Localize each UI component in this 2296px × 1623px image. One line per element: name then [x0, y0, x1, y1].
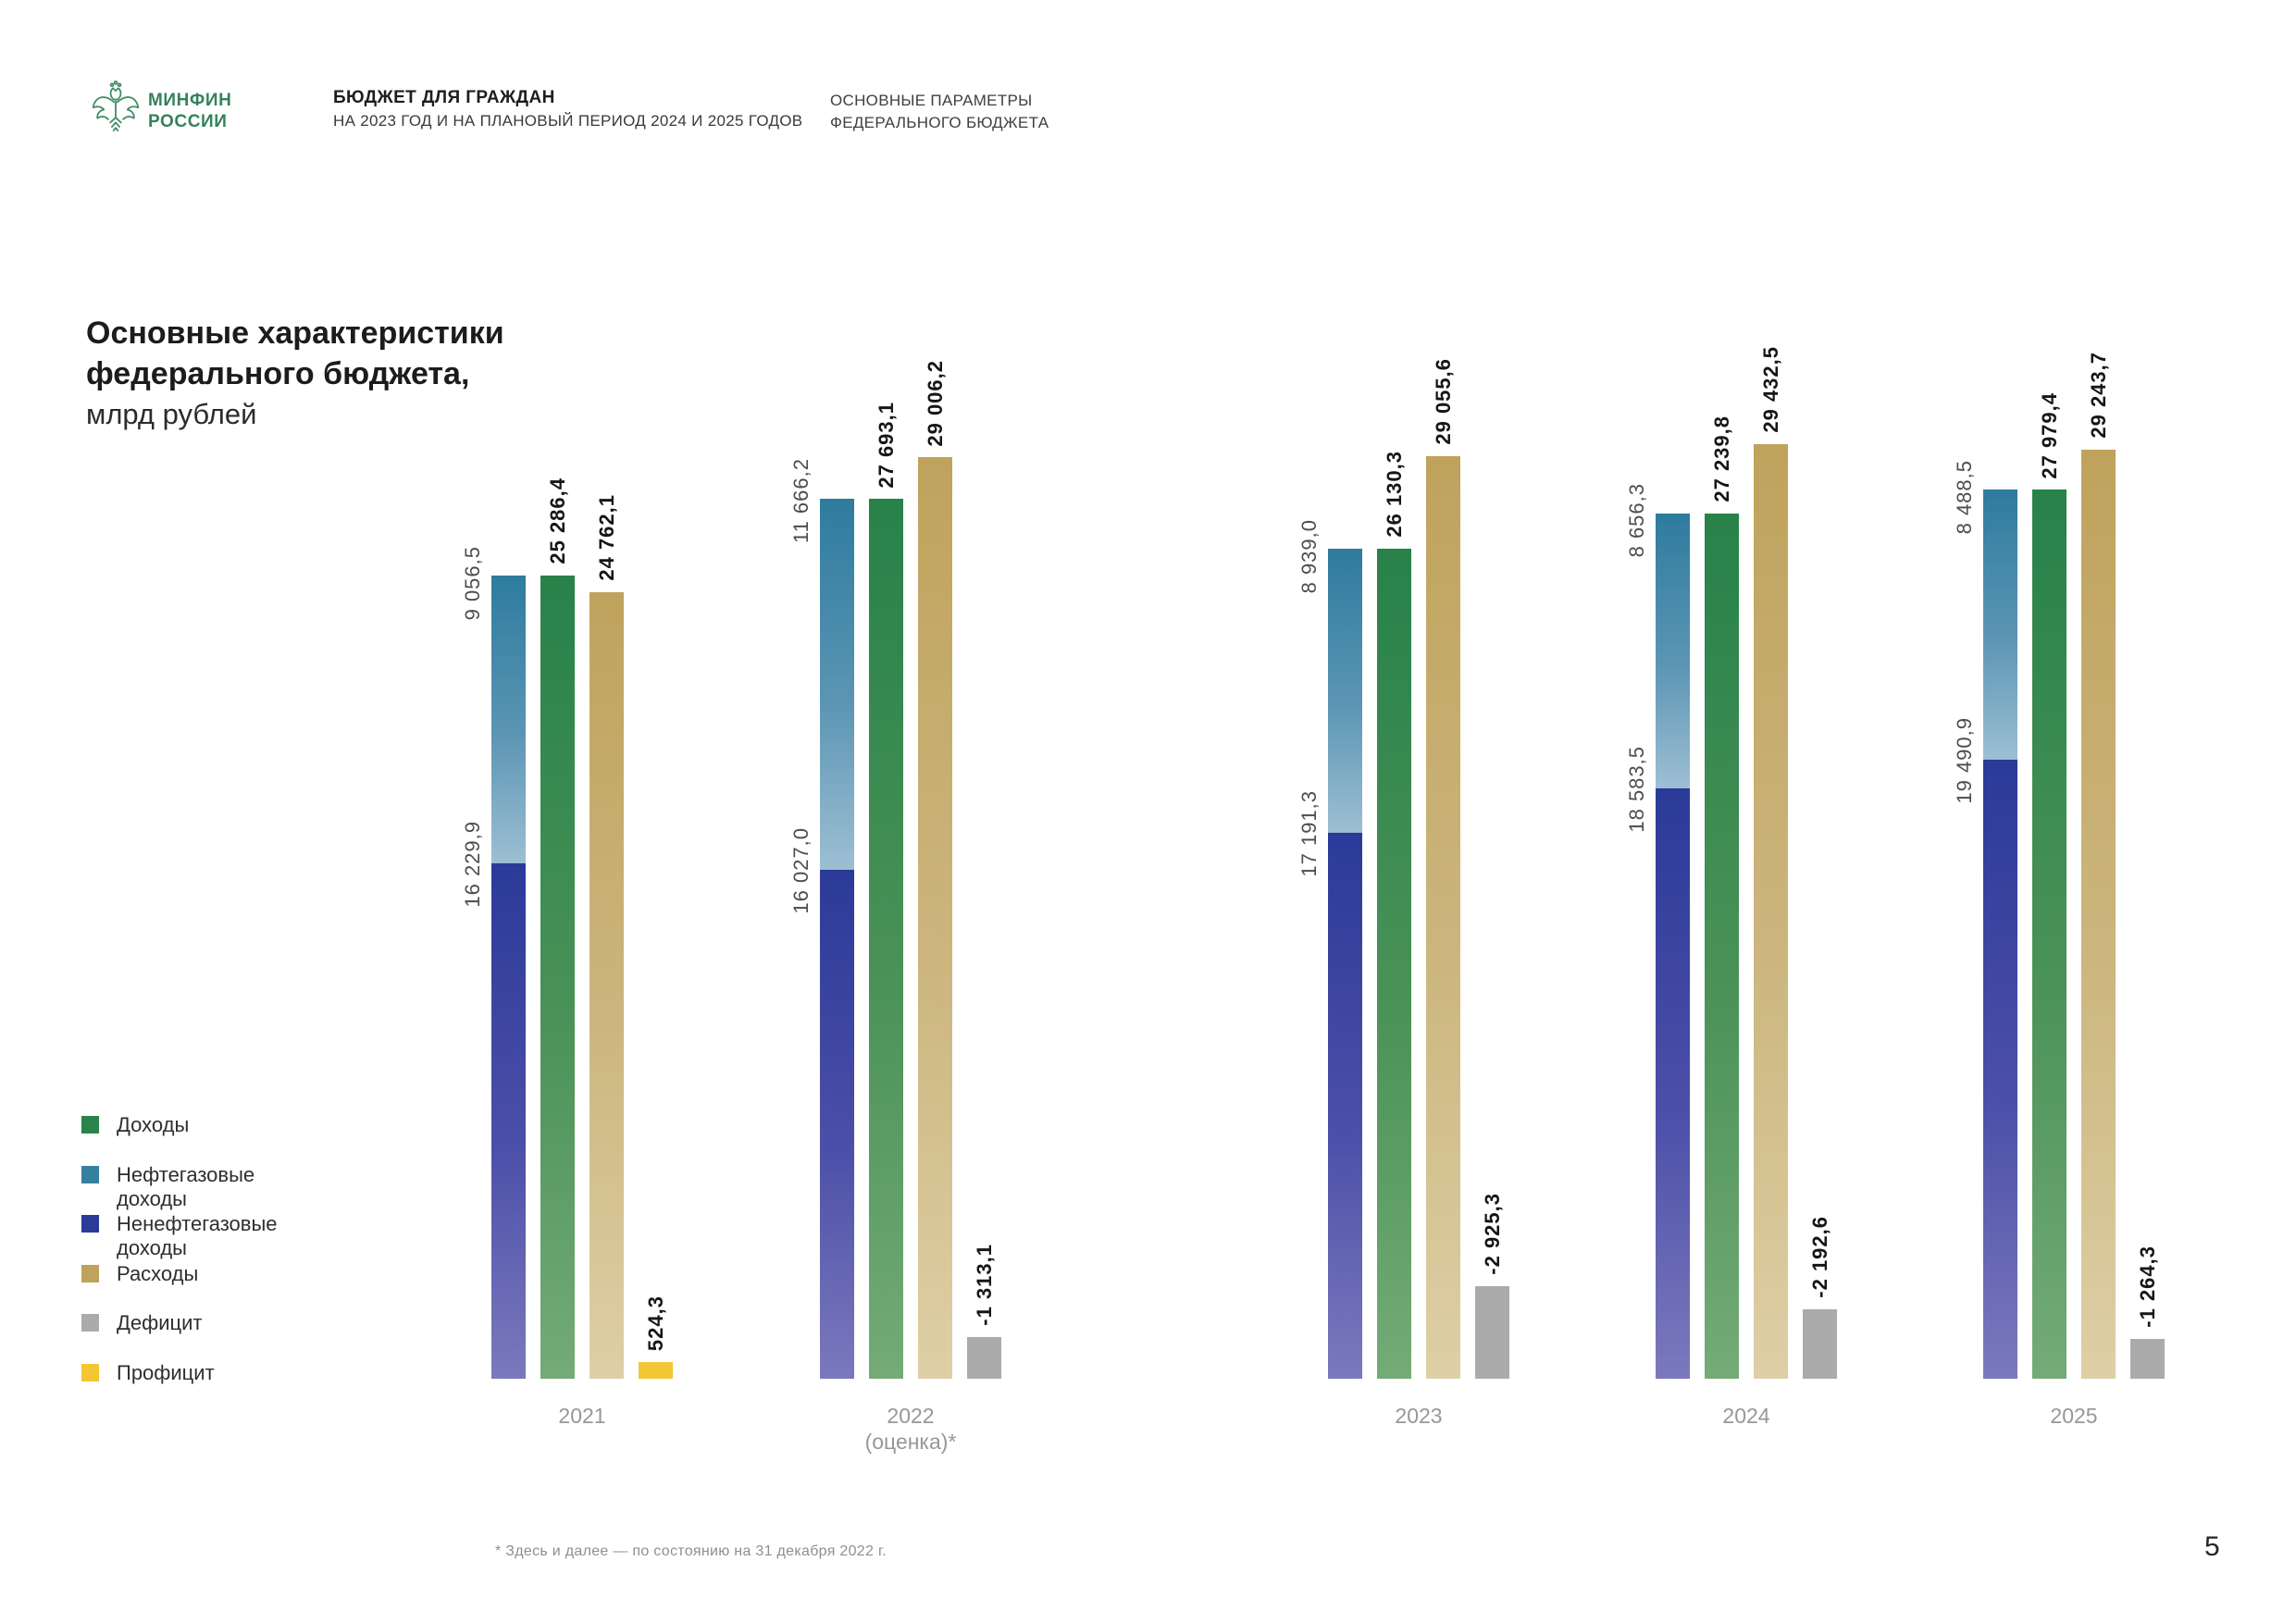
- revenue-bar: [1705, 513, 1739, 1379]
- legend-item: Профицит: [81, 1361, 215, 1385]
- legend-item: Дефицит: [81, 1311, 203, 1335]
- bar-value-label: 25 286,4: [545, 477, 569, 564]
- year-text: 2021: [558, 1404, 606, 1428]
- revenue-bar: [2032, 489, 2066, 1379]
- bar-value-label: 29 243,7: [2086, 352, 2110, 440]
- legend-label: Доходы: [117, 1113, 190, 1136]
- page-title: Основные характеристики федерального бюд…: [86, 313, 504, 435]
- bar-value-label: -2 925,3: [1480, 1192, 1504, 1275]
- legend-swatch: [81, 1215, 99, 1233]
- legend-swatch: [81, 1314, 99, 1332]
- document-subtitle: НА 2023 ГОД И НА ПЛАНОВЫЙ ПЕРИОД 2024 И …: [333, 112, 803, 130]
- non-oil-gas-revenue-bar: [820, 869, 854, 1379]
- year-text: 2025: [2050, 1404, 2098, 1428]
- ministry-name-line2: РОССИИ: [148, 112, 228, 131]
- year-text: 2022: [887, 1404, 935, 1428]
- section-title-line2: ФЕДЕРАЛЬНОГО БЮДЖЕТА: [830, 114, 1049, 131]
- page-number: 5: [2204, 1531, 2220, 1562]
- bar-value-label: 29 055,6: [1431, 357, 1455, 445]
- expense-bar: [918, 457, 952, 1379]
- page-title-line1: Основные характеристики: [86, 316, 504, 351]
- expense-bar: [590, 591, 624, 1379]
- bar-value-label: 26 130,3: [1382, 451, 1406, 538]
- x-axis-year-label: 2025: [1972, 1403, 2176, 1429]
- legend-swatch: [81, 1165, 99, 1183]
- bar-value-label: 524,3: [643, 1295, 667, 1352]
- document-title: БЮДЖЕТ ДЛЯ ГРАЖДАН: [333, 88, 555, 107]
- ministry-name-line1: МИНФИН: [148, 91, 232, 110]
- legend: Доходы Нефтегазовые доходы Ненефтегазовые …: [81, 1113, 359, 1419]
- page-title-unit: млрд рублей: [86, 398, 257, 430]
- surplus-bar: [639, 1362, 673, 1379]
- expense-bar: [2081, 450, 2116, 1379]
- revenue-bar: [540, 575, 575, 1379]
- bar-value-label: 16 027,0: [789, 827, 813, 914]
- deficit-bar: [967, 1336, 1001, 1379]
- revenue-bar: [869, 499, 903, 1379]
- legend-item: Нефтегазовые доходы: [81, 1163, 254, 1211]
- section-title: ОСНОВНЫЕ ПАРАМЕТРЫ ФЕДЕРАЛЬНОГО БЮДЖЕТА: [830, 90, 1049, 134]
- bar-value-label: 16 229,9: [461, 821, 484, 908]
- expense-bar: [1426, 455, 1460, 1379]
- bar-value-label: 18 583,5: [1625, 746, 1648, 834]
- non-oil-gas-revenue-bar: [1983, 759, 2017, 1379]
- non-oil-gas-revenue-bar: [1328, 832, 1362, 1379]
- x-axis-year-label: 2023: [1317, 1403, 1520, 1429]
- x-axis-year-label: 2024: [1644, 1403, 1848, 1429]
- footnote: * Здесь и далее — по состоянию на 31 дек…: [495, 1543, 887, 1559]
- x-axis-year-label: 2021: [480, 1403, 684, 1429]
- bar-value-label: 9 056,5: [461, 545, 484, 620]
- deficit-bar: [1803, 1308, 1837, 1379]
- bar-value-label: 8 488,5: [1953, 460, 1976, 535]
- deficit-bar: [2130, 1338, 2165, 1379]
- non-oil-gas-revenue-bar: [1656, 788, 1690, 1379]
- legend-label: Нефтегазовые доходы: [117, 1162, 255, 1210]
- bar-value-label: 11 666,2: [789, 458, 813, 544]
- legend-label: Расходы: [117, 1261, 199, 1285]
- oil-gas-revenue-bar: [820, 499, 854, 870]
- legend-swatch: [81, 1264, 99, 1282]
- minfin-eagle-logo-icon: [89, 78, 143, 135]
- bar-value-label: -1 313,1: [972, 1244, 996, 1326]
- legend-item: Доходы: [81, 1113, 189, 1137]
- revenue-bar: [1377, 548, 1411, 1379]
- bar-value-label: -2 192,6: [1807, 1216, 1831, 1298]
- section-title-line1: ОСНОВНЫЕ ПАРАМЕТРЫ: [830, 92, 1033, 109]
- ministry-name: МИНФИН РОССИИ: [148, 90, 231, 132]
- oil-gas-revenue-bar: [1656, 513, 1690, 788]
- oil-gas-revenue-bar: [1328, 548, 1362, 833]
- deficit-bar: [1475, 1285, 1509, 1379]
- bar-value-label: 29 006,2: [923, 359, 947, 447]
- legend-item: Расходы: [81, 1262, 198, 1286]
- bar-value-label: 17 191,3: [1297, 790, 1321, 877]
- bar-value-label: 19 490,9: [1953, 717, 1976, 804]
- bar-value-label: 27 239,8: [1709, 415, 1733, 502]
- legend-swatch: [81, 1363, 99, 1381]
- bar-value-label: 8 939,0: [1297, 518, 1321, 593]
- bar-value-label: 27 979,4: [2037, 391, 2061, 479]
- legend-item: Ненефтегазовые доходы: [81, 1212, 278, 1260]
- non-oil-gas-revenue-bar: [491, 862, 526, 1379]
- bar-value-label: 27 693,1: [874, 401, 898, 489]
- oil-gas-revenue-bar: [1983, 489, 2017, 760]
- year-note-text: (оценка)*: [864, 1430, 957, 1454]
- bar-value-label: 24 762,1: [594, 494, 618, 581]
- legend-swatch: [81, 1116, 99, 1134]
- oil-gas-revenue-bar: [491, 575, 526, 863]
- x-axis-year-label: 2022 (оценка)*: [809, 1403, 1012, 1455]
- bar-value-label: -1 264,3: [2135, 1245, 2159, 1328]
- legend-label: Профицит: [117, 1360, 215, 1384]
- bar-value-label: 8 656,3: [1625, 483, 1648, 558]
- legend-label: Ненефтегазовые доходы: [117, 1212, 278, 1259]
- year-text: 2024: [1722, 1404, 1770, 1428]
- year-text: 2023: [1395, 1404, 1443, 1428]
- bar-value-label: 29 432,5: [1758, 345, 1782, 433]
- page-title-line2: федерального бюджета,: [86, 356, 470, 391]
- legend-label: Дефицит: [117, 1311, 203, 1334]
- expense-bar: [1754, 443, 1788, 1379]
